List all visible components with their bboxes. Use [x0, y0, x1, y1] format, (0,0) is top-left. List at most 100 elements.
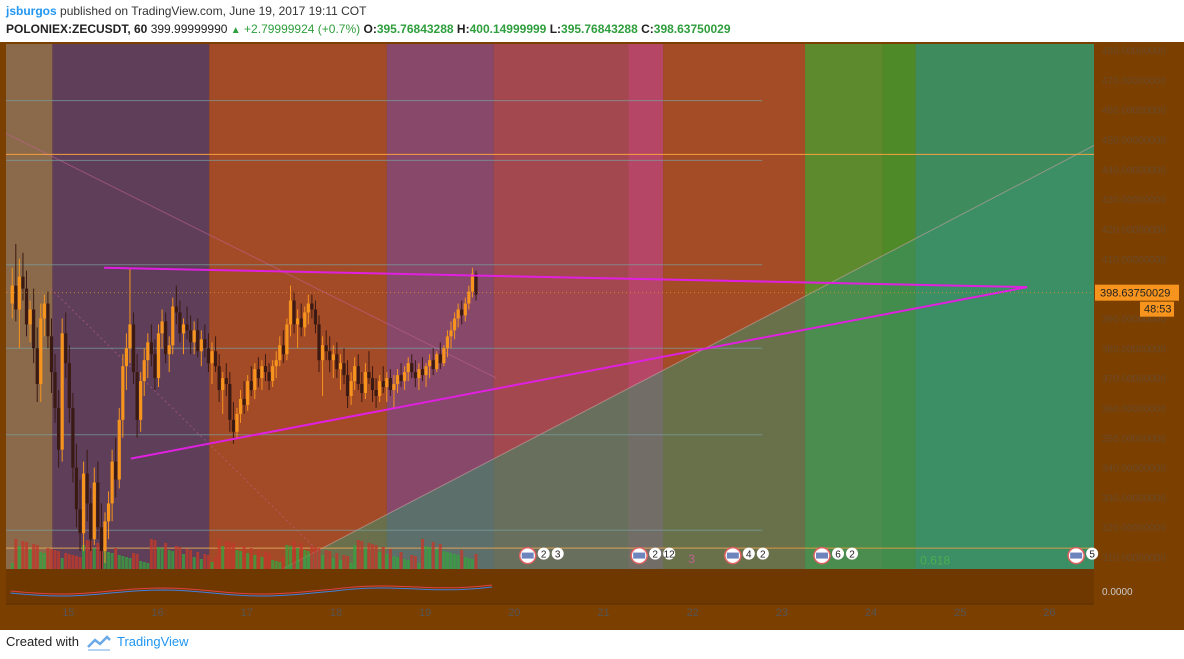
- volume-bar: [164, 543, 168, 569]
- candle-body: [363, 372, 367, 394]
- candle-body: [285, 324, 289, 355]
- candle-body: [171, 306, 175, 346]
- volume-bar: [285, 545, 289, 569]
- event-count-label: 2: [541, 550, 547, 561]
- volume-bar: [467, 558, 471, 569]
- candle-body: [221, 378, 225, 391]
- triangle-lower-trendline[interactable]: [130, 286, 1028, 460]
- event-count-badge: [832, 547, 844, 560]
- candle-body: [420, 369, 425, 376]
- publish-line: jsburgos published on TradingView.com, J…: [6, 4, 366, 18]
- volume-bar: [442, 551, 446, 569]
- y-tick-label: 330.00000000: [1102, 493, 1166, 504]
- volume-bar: [228, 542, 232, 569]
- event-count-badge: [1086, 547, 1099, 560]
- candle-body: [42, 303, 46, 319]
- candle-body: [442, 348, 446, 364]
- volume-bar: [149, 539, 153, 569]
- candle-body: [388, 378, 392, 391]
- candle-body: [17, 276, 21, 310]
- volume-bar: [78, 557, 82, 569]
- volume-bar: [192, 557, 196, 569]
- volume-bar: [317, 548, 321, 569]
- candle-body: [57, 407, 61, 450]
- candle-body: [189, 330, 193, 343]
- volume-bar: [242, 546, 246, 569]
- volume-bar: [363, 548, 367, 569]
- y-tick-label: 450.00000000: [1102, 135, 1166, 146]
- volume-bar: [338, 560, 342, 569]
- candle-body: [164, 321, 168, 355]
- candle-body: [313, 309, 318, 325]
- candle-body: [35, 348, 39, 385]
- x-tick-label: 19: [419, 607, 431, 619]
- countdown-label: 48:53: [1144, 304, 1172, 316]
- candle-body: [28, 309, 32, 325]
- event-count-label: 6: [835, 550, 841, 561]
- y-tick-label: 370.00000000: [1102, 374, 1166, 385]
- candle-body: [71, 407, 75, 468]
- volume-bar: [17, 546, 21, 569]
- volume-bar: [235, 550, 239, 569]
- candle-body: [46, 303, 50, 337]
- candle-body: [474, 273, 478, 295]
- candle-body: [21, 276, 25, 289]
- candle-body: [303, 312, 307, 328]
- fan-line: [282, 144, 1095, 570]
- candle-body: [410, 363, 414, 373]
- volume-bar: [42, 553, 46, 569]
- candle-body: [360, 384, 364, 394]
- candle-body: [288, 300, 293, 325]
- candle-body: [99, 527, 104, 552]
- volume-bar: [371, 544, 375, 569]
- candle-body: [374, 390, 378, 396]
- volume-bar: [463, 557, 467, 569]
- last-price-tag: [1095, 284, 1179, 301]
- indicator-pane: [6, 569, 1094, 604]
- volume-bar: [185, 549, 189, 569]
- candle-body: [356, 366, 360, 385]
- volume-bar: [107, 552, 111, 569]
- volume-bar: [203, 554, 207, 569]
- volume-bar: [410, 555, 414, 569]
- us-flag-icon: [1070, 552, 1083, 559]
- volume-bar: [189, 550, 193, 569]
- candle-body: [139, 381, 143, 420]
- event-count-badge: [537, 547, 550, 560]
- author-link[interactable]: jsburgos: [6, 4, 57, 18]
- volume-bar: [124, 557, 128, 569]
- volume-bar: [25, 542, 29, 569]
- triangle-upper-trendline[interactable]: [104, 266, 1028, 289]
- tradingview-link[interactable]: TradingView: [117, 634, 189, 649]
- volume-bar: [420, 539, 424, 569]
- last-price: 399.99999990: [150, 22, 228, 36]
- volume-bar: [49, 549, 53, 569]
- volume-bar: [199, 559, 203, 569]
- volume-bar: [14, 539, 18, 569]
- candle-body: [349, 381, 353, 396]
- tradingview-logo-icon[interactable]: [86, 632, 112, 654]
- event-count-label: 4: [746, 550, 752, 561]
- candle-body: [160, 321, 164, 334]
- event-count-badge: [756, 547, 769, 560]
- time-zone-1: [52, 44, 210, 569]
- candle-body: [85, 473, 89, 504]
- volume-bar: [392, 556, 396, 569]
- volume-bar: [271, 560, 275, 569]
- volume-bar: [224, 541, 228, 569]
- volume-bar: [396, 557, 400, 569]
- volume-bar: [360, 541, 364, 569]
- candle-body: [203, 339, 207, 349]
- x-tick-label: 16: [151, 607, 163, 619]
- candle-body: [124, 348, 128, 367]
- symbol-name[interactable]: POLONIEX:ZECUSDT, 60: [6, 22, 148, 36]
- candle-body: [242, 398, 246, 405]
- volume-bar: [428, 547, 432, 569]
- candle-body: [181, 324, 186, 334]
- us-flag-icon: [816, 552, 828, 559]
- volume-bar: [324, 550, 328, 569]
- candle-body: [260, 366, 264, 379]
- volume-bar: [367, 543, 371, 569]
- candle-body: [281, 345, 285, 355]
